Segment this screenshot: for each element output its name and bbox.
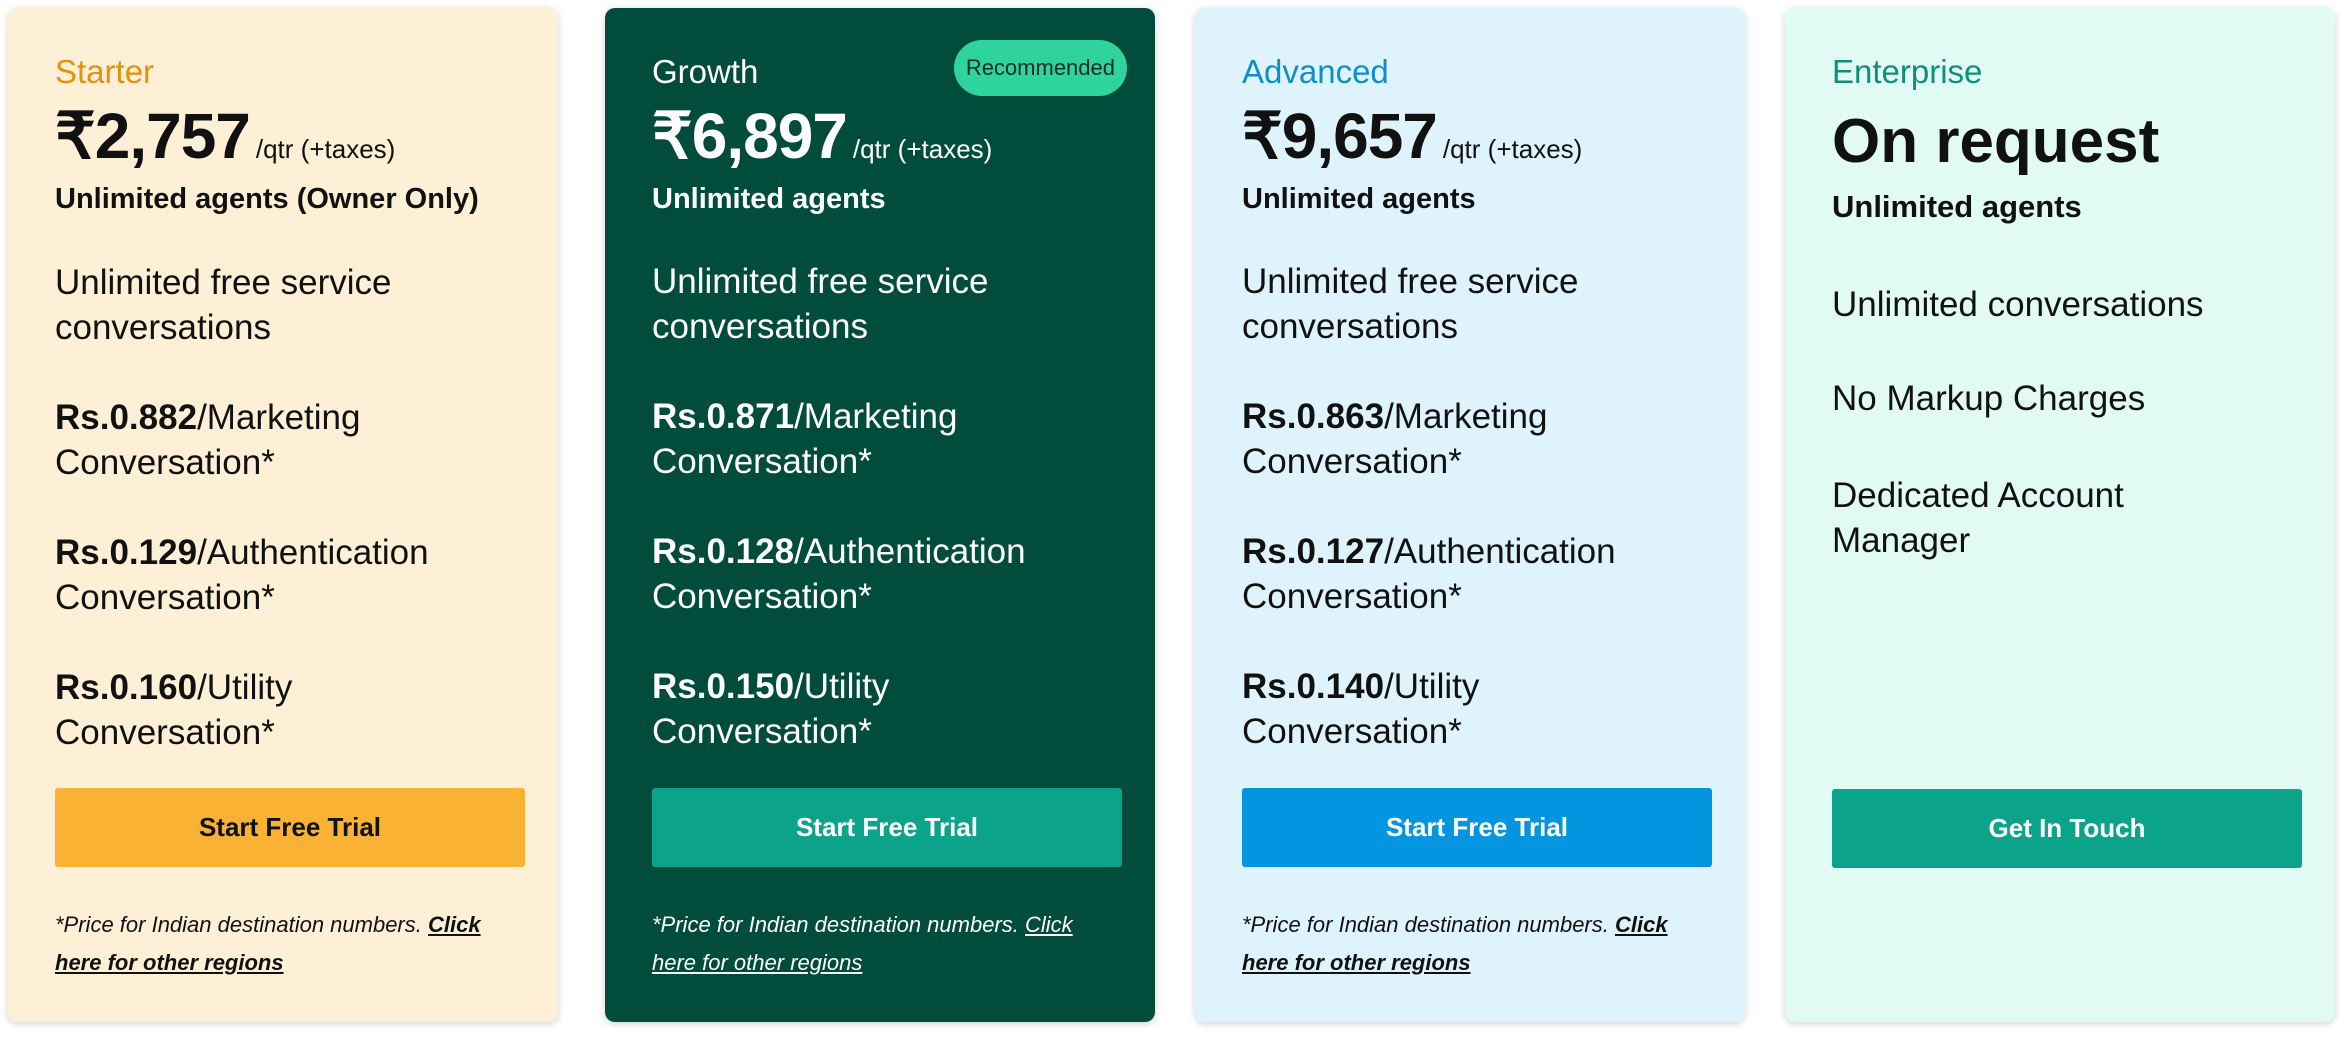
feature-utility: Rs.0.140/Utility Conversation* bbox=[1242, 664, 1702, 754]
price-note-text: *Price for Indian destination numbers. bbox=[1242, 912, 1609, 937]
feature-text: Dedicated Account Manager bbox=[1832, 476, 2124, 560]
other-regions-link[interactable]: Click here for other regions bbox=[1242, 912, 1668, 975]
feature-price: Rs.0.140 bbox=[1242, 667, 1385, 706]
feature-text: /Marketing Conversation* bbox=[1242, 397, 1548, 481]
price-row: ₹9,657/qtr (+taxes) bbox=[1242, 100, 1582, 172]
price-note: *Price for Indian destination numbers. C… bbox=[1242, 906, 1712, 982]
start-free-trial-button[interactable]: Start Free Trial bbox=[55, 788, 525, 867]
feature-price: Rs.0.863 bbox=[1242, 397, 1385, 436]
plan-price: ₹2,757 bbox=[55, 100, 251, 172]
plan-price: On request bbox=[1832, 107, 2160, 176]
feature-service: Unlimited free service conversations bbox=[652, 259, 1112, 349]
other-regions-link[interactable]: Click here for other regions bbox=[652, 912, 1073, 975]
plan-card-starter: Starter ₹2,757/qtr (+taxes) Unlimited ag… bbox=[8, 8, 558, 1022]
other-regions-link[interactable]: Click here for other regions bbox=[55, 912, 481, 975]
plan-name: Growth bbox=[652, 53, 759, 90]
start-free-trial-button[interactable]: Start Free Trial bbox=[1242, 788, 1712, 867]
price-period: /qtr (+taxes) bbox=[255, 134, 396, 164]
agents-label: Unlimited agents bbox=[1832, 189, 2082, 224]
price-note-text: *Price for Indian destination numbers. bbox=[55, 912, 422, 937]
agents-label: Unlimited agents (Owner Only) bbox=[55, 183, 479, 215]
feature-service: Unlimited free service conversations bbox=[55, 260, 515, 350]
plan-card-growth: Growth Recommended ₹6,897/qtr (+taxes) U… bbox=[605, 8, 1155, 1022]
plan-card-enterprise: Enterprise On request Unlimited agents U… bbox=[1785, 8, 2335, 1022]
feature-text: /Utility Conversation* bbox=[1242, 667, 1480, 751]
feature-utility: Rs.0.150/Utility Conversation* bbox=[652, 664, 1112, 754]
feature-text: Unlimited conversations bbox=[1832, 285, 2204, 324]
plan-name: Enterprise bbox=[1832, 53, 1983, 90]
agents-label: Unlimited agents bbox=[652, 183, 886, 215]
feature-conversations: Unlimited conversations bbox=[1832, 282, 2292, 327]
feature-text: No Markup Charges bbox=[1832, 379, 2146, 418]
feature-price: Rs.0.871 bbox=[652, 397, 795, 436]
feature-marketing: Rs.0.882/Marketing Conversation* bbox=[55, 395, 515, 485]
feature-text: /Utility Conversation* bbox=[652, 667, 890, 751]
feature-text: /Marketing Conversation* bbox=[55, 398, 361, 482]
price-row: ₹6,897/qtr (+taxes) bbox=[652, 100, 992, 172]
feature-marketing: Rs.0.871/Marketing Conversation* bbox=[652, 394, 1112, 484]
feature-text: Unlimited free service conversations bbox=[1242, 262, 1579, 346]
feature-authentication: Rs.0.127/Authentication Conversation* bbox=[1242, 529, 1702, 619]
feature-account-manager: Dedicated Account Manager bbox=[1832, 473, 2192, 563]
feature-text: /Authentication Conversation* bbox=[652, 532, 1026, 616]
price-period: /qtr (+taxes) bbox=[1442, 134, 1583, 164]
feature-text: /Marketing Conversation* bbox=[652, 397, 958, 481]
get-in-touch-button[interactable]: Get In Touch bbox=[1832, 789, 2302, 868]
plan-name: Starter bbox=[55, 53, 155, 90]
plan-price: ₹9,657 bbox=[1242, 100, 1438, 172]
plan-card-advanced: Advanced ₹9,657/qtr (+taxes) Unlimited a… bbox=[1195, 8, 1745, 1022]
feature-price: Rs.0.160 bbox=[55, 668, 198, 707]
feature-authentication: Rs.0.128/Authentication Conversation* bbox=[652, 529, 1112, 619]
plan-price: ₹6,897 bbox=[652, 100, 848, 172]
feature-authentication: Rs.0.129/Authentication Conversation* bbox=[55, 530, 515, 620]
plan-name: Advanced bbox=[1242, 53, 1389, 90]
price-row: ₹2,757/qtr (+taxes) bbox=[55, 100, 395, 172]
feature-text: /Utility Conversation* bbox=[55, 668, 293, 752]
price-note: *Price for Indian destination numbers. C… bbox=[55, 906, 525, 982]
feature-price: Rs.0.128 bbox=[652, 532, 795, 571]
feature-service: Unlimited free service conversations bbox=[1242, 259, 1702, 349]
feature-price: Rs.0.129 bbox=[55, 533, 198, 572]
price-note-text: *Price for Indian destination numbers. bbox=[652, 912, 1019, 937]
feature-price: Rs.0.882 bbox=[55, 398, 198, 437]
agents-label: Unlimited agents bbox=[1242, 183, 1476, 215]
feature-utility: Rs.0.160/Utility Conversation* bbox=[55, 665, 515, 755]
price-note: *Price for Indian destination numbers. C… bbox=[652, 906, 1122, 982]
price-period: /qtr (+taxes) bbox=[852, 134, 993, 164]
feature-price: Rs.0.127 bbox=[1242, 532, 1385, 571]
feature-text: /Authentication Conversation* bbox=[1242, 532, 1616, 616]
recommended-badge: Recommended bbox=[953, 40, 1127, 96]
feature-marketing: Rs.0.863/Marketing Conversation* bbox=[1242, 394, 1702, 484]
feature-text: Unlimited free service conversations bbox=[55, 263, 392, 347]
start-free-trial-button[interactable]: Start Free Trial bbox=[652, 788, 1122, 867]
feature-text: Unlimited free service conversations bbox=[652, 262, 989, 346]
feature-price: Rs.0.150 bbox=[652, 667, 795, 706]
feature-markup: No Markup Charges bbox=[1832, 376, 2292, 421]
feature-text: /Authentication Conversation* bbox=[55, 533, 429, 617]
